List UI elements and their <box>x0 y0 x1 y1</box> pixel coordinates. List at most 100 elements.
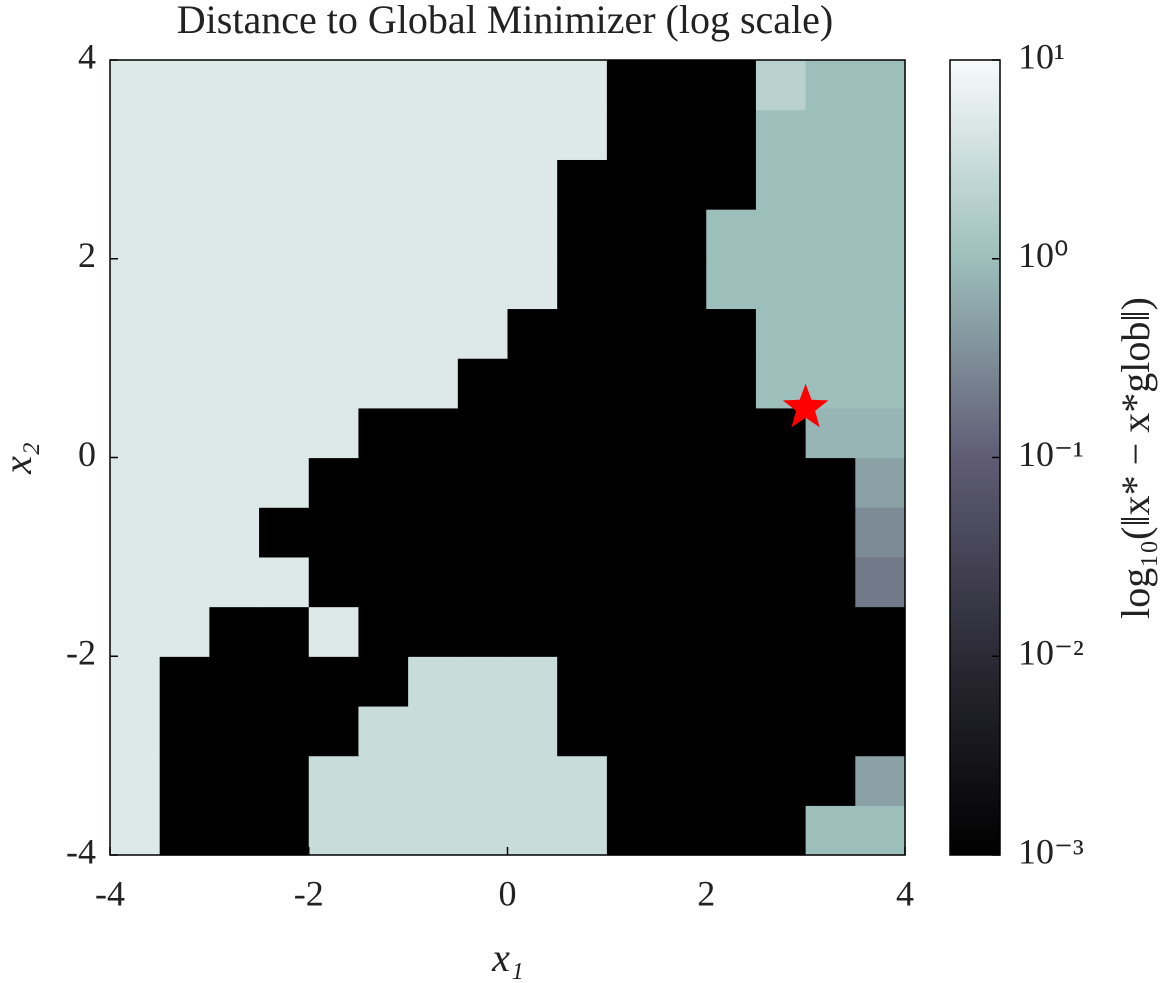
heat-cell <box>656 805 707 856</box>
heat-cell <box>209 60 260 111</box>
heat-cell <box>358 358 409 409</box>
heat-cell <box>457 755 509 806</box>
heat-cell <box>159 606 210 657</box>
heat-cell <box>259 507 310 558</box>
heat-cell <box>259 656 310 707</box>
y-tick-label: 2 <box>78 235 96 275</box>
x-tick-label: 4 <box>896 873 914 913</box>
heat-cell <box>606 308 658 359</box>
heat-cell <box>606 805 658 856</box>
heat-cell <box>755 109 807 160</box>
heat-cell <box>259 556 310 608</box>
heat-cell <box>110 656 161 707</box>
heat-cell <box>606 705 658 757</box>
heat-cell <box>855 606 906 657</box>
heat-cell <box>408 258 459 310</box>
heat-cell <box>308 606 360 657</box>
heat-cell <box>308 457 360 508</box>
heat-cell <box>358 109 409 160</box>
heat-cell <box>209 358 260 409</box>
heat-cell <box>656 755 707 806</box>
heat-cell <box>259 209 310 260</box>
colorbar-tick-label: 10⁻² <box>1018 633 1084 673</box>
heat-cell <box>656 308 707 359</box>
heat-cell <box>855 209 906 260</box>
heat-cell <box>706 358 757 409</box>
heat-cell <box>110 507 161 558</box>
heat-cell <box>706 109 757 160</box>
heat-cell <box>110 109 161 160</box>
heat-cell <box>159 358 210 409</box>
heat-cell <box>656 457 707 508</box>
heat-cell <box>855 308 906 359</box>
heat-cell <box>706 209 757 260</box>
heat-cell <box>656 507 707 558</box>
heat-cell <box>805 209 856 260</box>
heat-cell <box>755 606 807 657</box>
heat-cell <box>159 109 210 160</box>
heat-cell <box>606 556 658 608</box>
heat-cell <box>408 407 459 459</box>
heat-cell <box>855 805 906 856</box>
heat-cell <box>805 159 856 210</box>
heat-cell <box>358 755 409 806</box>
heat-cell <box>308 308 360 359</box>
heat-cell <box>110 755 161 806</box>
heat-cell <box>209 159 260 210</box>
star-marker <box>782 383 829 428</box>
x-tick-label: 2 <box>697 873 715 913</box>
heat-cell <box>408 755 459 806</box>
heat-cell <box>457 556 509 608</box>
heat-cell <box>308 209 360 260</box>
heat-cell <box>408 60 459 111</box>
heat-cell <box>457 606 509 657</box>
heat-cell <box>259 60 310 111</box>
heat-cell <box>805 606 856 657</box>
heat-cell <box>557 805 608 856</box>
heat-cell <box>805 60 856 111</box>
heat-cell <box>110 358 161 409</box>
heat-cell <box>358 407 409 459</box>
heat-cell <box>507 457 558 508</box>
heat-cell <box>457 457 509 508</box>
heat-cell <box>159 755 210 806</box>
heat-cell <box>159 407 210 459</box>
heat-cell <box>606 258 658 310</box>
heat-cell <box>308 755 360 806</box>
heat-cell <box>110 60 161 111</box>
heat-cell <box>408 358 459 409</box>
heat-cell <box>706 606 757 657</box>
colorbar-tick-label: 10⁰ <box>1018 235 1068 275</box>
heat-cell <box>209 805 260 856</box>
heat-cell <box>209 755 260 806</box>
heat-cell <box>308 507 360 558</box>
heat-cell <box>855 457 906 508</box>
heat-cell <box>656 209 707 260</box>
heat-cell <box>408 159 459 210</box>
heat-cell <box>606 407 658 459</box>
heat-cell <box>408 507 459 558</box>
heat-cell <box>507 606 558 657</box>
heat-cell <box>358 805 409 856</box>
heat-cell <box>159 308 210 359</box>
heat-cell <box>755 209 807 260</box>
heat-cell <box>656 656 707 707</box>
heat-cell <box>507 407 558 459</box>
heat-cell <box>159 507 210 558</box>
y-tick-label: 4 <box>78 36 96 76</box>
heat-cell <box>507 308 558 359</box>
heat-cell <box>507 755 558 806</box>
heat-cell <box>110 556 161 608</box>
heat-cell <box>606 109 658 160</box>
heat-cell <box>308 358 360 409</box>
heat-cell <box>855 60 906 111</box>
heat-cell <box>159 457 210 508</box>
heat-cell <box>706 656 757 707</box>
heat-cell <box>259 258 310 310</box>
heat-cell <box>209 209 260 260</box>
heat-cell <box>706 705 757 757</box>
heat-cell <box>308 109 360 160</box>
heat-cell <box>110 159 161 210</box>
heat-cell <box>855 705 906 757</box>
heat-cell <box>557 258 608 310</box>
